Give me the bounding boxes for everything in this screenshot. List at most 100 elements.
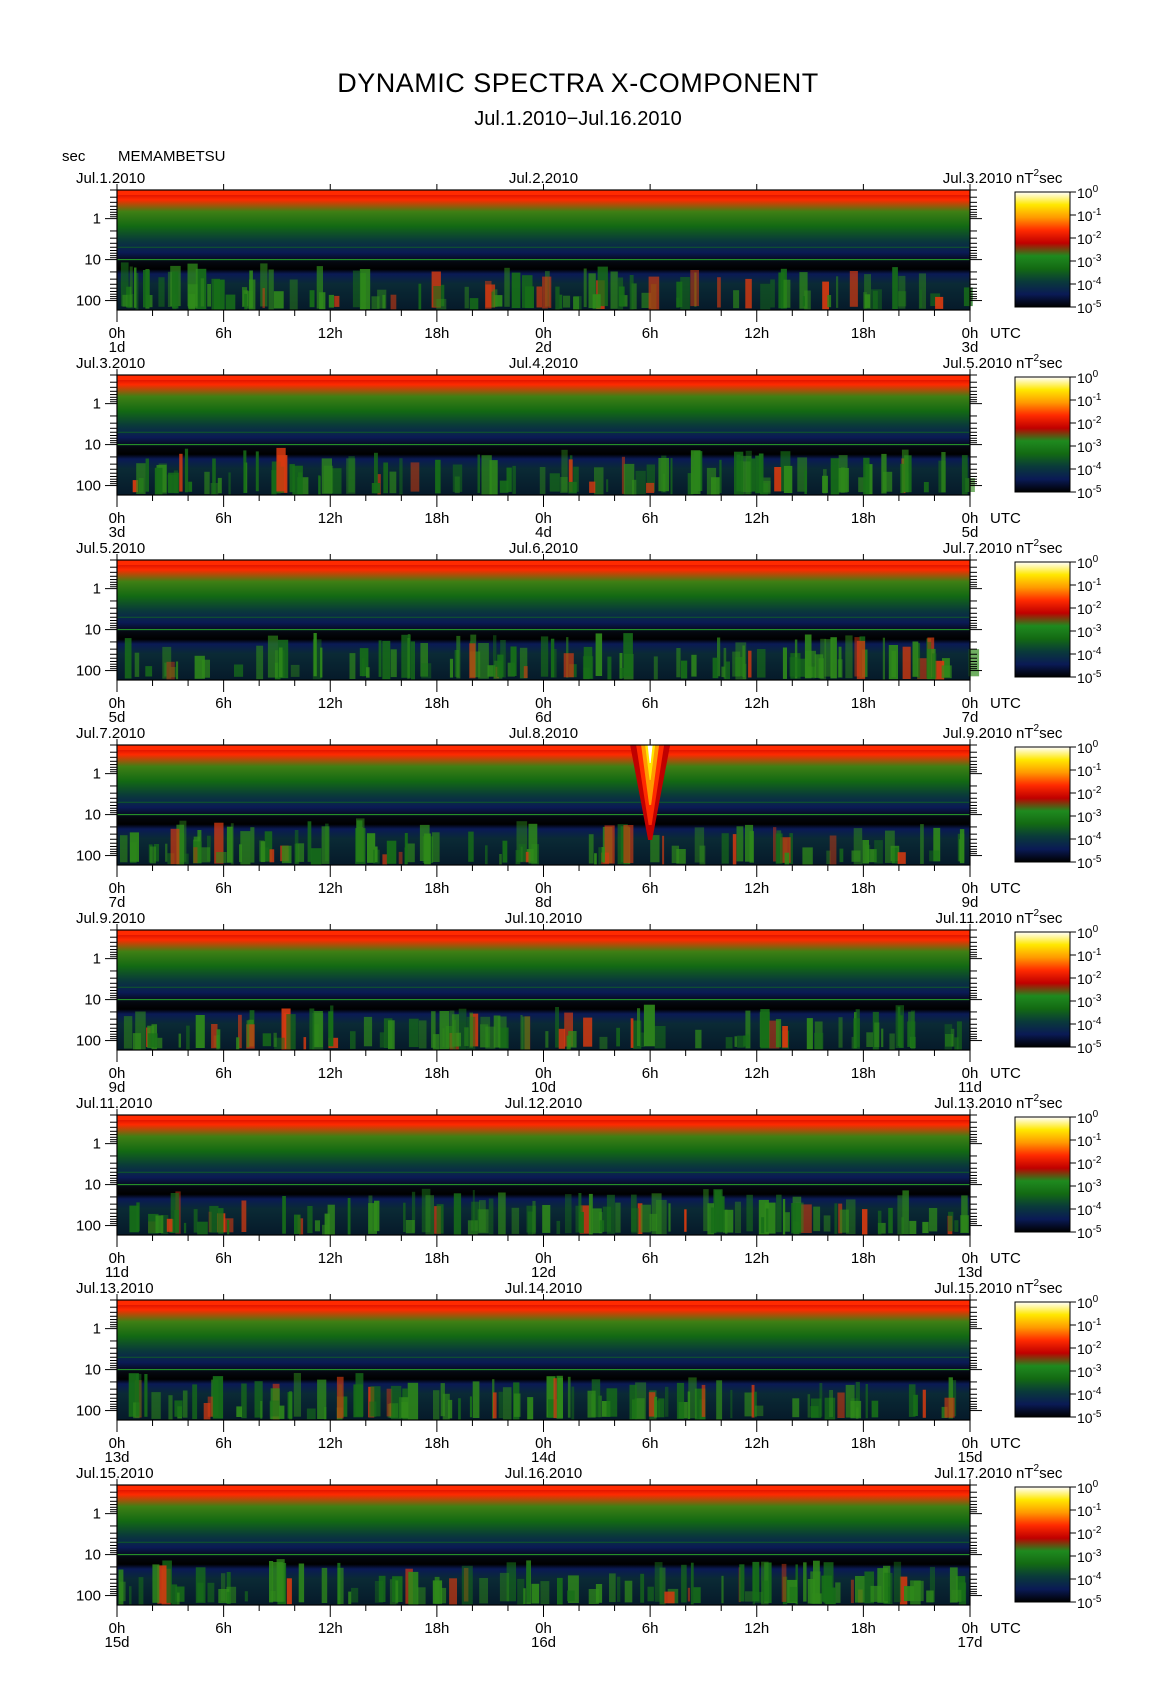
spectrogram-top-band: [117, 745, 970, 750]
x-tick-label: 12h: [318, 325, 343, 342]
activity-burst: [260, 1401, 263, 1419]
activity-burst: [270, 1591, 276, 1602]
date-label-right: Jul.3.2010: [943, 170, 1012, 187]
activity-burst: [769, 1020, 780, 1049]
activity-burst: [228, 472, 231, 495]
activity-burst: [464, 286, 469, 309]
activity-burst: [536, 286, 542, 308]
colorbar-label: 10-3: [1077, 1178, 1102, 1195]
colorbar-label: 10-3: [1077, 993, 1102, 1010]
activity-burst: [378, 1575, 386, 1602]
activity-burst: [129, 266, 133, 308]
activity-burst: [334, 295, 340, 307]
activity-burst: [488, 1198, 494, 1235]
activity-burst: [316, 266, 323, 309]
activity-burst: [912, 641, 919, 677]
x-tick-label: 18h: [424, 1435, 449, 1452]
activity-burst: [306, 1408, 316, 1420]
activity-burst: [328, 1011, 334, 1047]
activity-burst: [310, 848, 322, 865]
y-tick-label: 10: [84, 807, 101, 824]
activity-burst: [863, 457, 870, 495]
activity-burst: [623, 825, 634, 864]
activity-burst: [573, 296, 579, 310]
activity-burst: [135, 1011, 146, 1050]
activity-burst: [506, 467, 512, 492]
activity-burst: [800, 1204, 812, 1233]
activity-burst: [647, 1586, 654, 1602]
x-tick-label: 18h: [851, 1620, 876, 1637]
activity-burst: [532, 1200, 536, 1235]
activity-burst: [851, 850, 861, 862]
activity-burst: [818, 658, 824, 679]
colorbar-label: 10-3: [1077, 1363, 1102, 1380]
x-tick-label: 0h: [109, 1620, 126, 1637]
activity-burst: [309, 290, 315, 308]
activity-burst: [151, 1392, 161, 1419]
x-tick-label: 6h: [642, 325, 659, 342]
y-tick-label: 10: [84, 1362, 101, 1379]
activity-burst: [441, 284, 445, 307]
activity-burst: [122, 294, 132, 307]
activity-burst: [744, 1392, 754, 1417]
activity-burst: [165, 843, 168, 862]
activity-burst: [782, 1576, 788, 1605]
colorbar-label: 10-2: [1077, 415, 1102, 432]
activity-burst: [526, 1563, 531, 1602]
colorbar-label: 10-2: [1077, 1155, 1102, 1172]
activity-burst: [152, 1564, 160, 1603]
activity-burst: [687, 1587, 691, 1602]
activity-burst: [467, 1220, 478, 1235]
x-tick-label: 18h: [424, 695, 449, 712]
activity-burst: [386, 840, 397, 864]
activity-burst: [822, 281, 829, 310]
activity-burst: [776, 1194, 782, 1233]
activity-burst: [124, 638, 132, 679]
activity-burst: [676, 281, 683, 308]
activity-burst: [528, 823, 538, 864]
date-label-mid: Jul.12.2010: [505, 1095, 583, 1112]
y-tick-label: 1: [93, 581, 101, 598]
activity-burst: [276, 447, 286, 492]
colorbar-label: 10-2: [1077, 600, 1102, 617]
activity-burst: [783, 279, 791, 308]
activity-burst: [408, 1571, 419, 1605]
spectrogram-panel-1: 1 10 100 0h 6h 12h 18h 0h 6h 12h 18h 0h UTC 1d 2d 3d Jul…: [76, 168, 1076, 356]
activity-burst: [954, 1037, 959, 1050]
x-tick-label: 0h: [535, 1250, 552, 1267]
activity-burst: [630, 1018, 634, 1048]
activity-burst: [295, 843, 305, 862]
activity-burst: [621, 456, 625, 494]
activity-burst: [882, 637, 885, 680]
activity-burst: [489, 460, 498, 495]
activity-burst: [390, 1385, 402, 1420]
activity-burst: [744, 1591, 753, 1602]
x-tick-label: 0h: [109, 1435, 126, 1452]
activity-burst: [617, 824, 628, 865]
activity-burst: [401, 634, 411, 678]
x-tick-label: 12h: [744, 1250, 769, 1267]
date-label-mid: Jul.8.2010: [509, 725, 578, 742]
activity-burst: [623, 633, 633, 677]
activity-burst: [680, 277, 690, 310]
activity-burst: [782, 1199, 786, 1235]
activity-burst: [588, 1589, 599, 1604]
activity-burst: [819, 1383, 823, 1417]
activity-burst: [812, 663, 815, 679]
activity-burst: [550, 638, 555, 678]
x-tick-label: 6h: [642, 1250, 659, 1267]
activity-burst: [653, 656, 658, 680]
day-label-end: 7d: [962, 709, 979, 726]
x-tick-label: 12h: [318, 1435, 343, 1452]
activity-burst: [135, 1373, 142, 1417]
x-tick-label: 18h: [851, 1065, 876, 1082]
activity-burst: [264, 831, 273, 862]
activity-burst: [194, 655, 205, 679]
colorbar-label: 10-5: [1077, 1409, 1102, 1426]
activity-burst: [763, 480, 771, 493]
colorbar-label: 100: [1077, 1479, 1099, 1496]
activity-burst: [374, 1581, 384, 1603]
activity-burst: [717, 637, 721, 677]
activity-burst: [479, 1200, 486, 1233]
activity-burst: [583, 268, 587, 308]
